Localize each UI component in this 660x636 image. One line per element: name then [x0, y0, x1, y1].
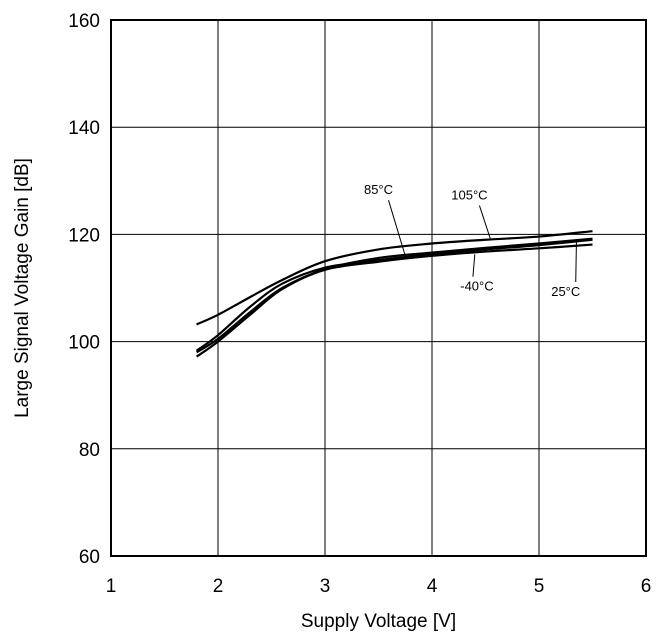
y-tick-label: 160 — [68, 11, 100, 32]
annotation-leader — [575, 239, 577, 283]
annotation-leader — [472, 254, 476, 277]
annotation-leader — [388, 200, 406, 256]
annotations: 85°C 105°C -40°C 25°C — [364, 182, 580, 299]
x-tick-label: 2 — [213, 576, 224, 597]
y-tick-label: 140 — [68, 118, 100, 139]
y-tick-label: 80 — [79, 440, 100, 461]
plot-frame — [110, 19, 647, 557]
x-tick-label: 5 — [534, 576, 545, 597]
x-tick-labels: 1 2 3 4 5 6 — [106, 576, 652, 597]
y-tick-label: 100 — [68, 333, 100, 354]
annotation-label: 105°C — [451, 188, 487, 203]
series-lines — [195, 230, 593, 358]
annotation-label: -40°C — [460, 279, 493, 294]
series-line-85c — [196, 237, 593, 354]
annotation-leader — [478, 205, 492, 241]
x-tick-label: 6 — [641, 576, 652, 597]
x-tick-label: 3 — [320, 576, 331, 597]
y-tick-label: 60 — [79, 547, 100, 568]
x-tick-label: 4 — [427, 576, 438, 597]
series-line-105c — [196, 230, 593, 326]
x-axis-label: Supply Voltage [V] — [301, 611, 456, 632]
series-line-25c — [195, 243, 593, 358]
y-axis-label: Large Signal Voltage Gain [dB] — [12, 158, 33, 418]
x-tick-label: 1 — [106, 576, 117, 597]
annotation-label: 25°C — [551, 284, 580, 299]
y-tick-labels: 60 80 100 120 140 160 — [68, 11, 100, 568]
grid-lines — [111, 20, 646, 556]
series-line-minus40c — [195, 238, 593, 352]
annotation-label: 85°C — [364, 182, 393, 197]
y-tick-label: 120 — [68, 225, 100, 246]
